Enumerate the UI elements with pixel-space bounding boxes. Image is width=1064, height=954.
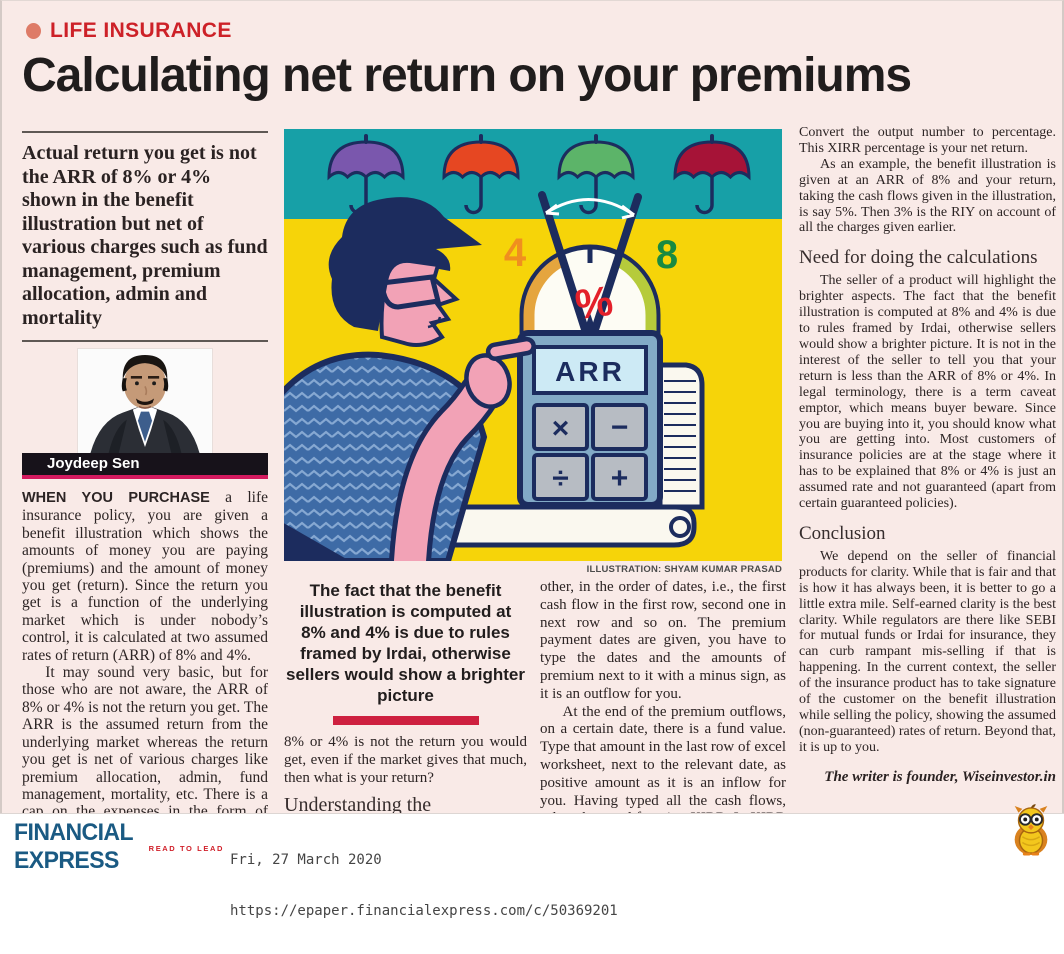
pull-quote: The fact that the benefit illustration i… [286, 581, 525, 705]
man-pointing [284, 197, 536, 561]
minus-key [591, 403, 648, 451]
middle-column-a: The fact that the benefit illustration i… [284, 579, 527, 813]
epaper-footer-bar: FINANCIAL EXPRESS READ TO LEAD Fri, 27 M… [0, 804, 1064, 919]
rule-bottom [22, 340, 268, 342]
paragraph: WHEN YOU PURCHASE a life insurance polic… [22, 489, 268, 664]
gauge-low-label: 4 [504, 231, 527, 275]
author-name-bar: Joydeep Sen [22, 453, 268, 479]
subhead-need-for-calculations: Need for doing the calculations [799, 247, 1038, 269]
paragraph: We depend on the seller of financial pro… [799, 548, 1056, 755]
paragraph: The seller of a product will highlight t… [799, 273, 1056, 512]
paper-scroll-bottom [425, 504, 697, 548]
gauge-high-label: 8 [656, 233, 678, 277]
middle-section: 4 8 % ARR [284, 129, 786, 813]
illustration-panel: 4 8 % ARR [284, 129, 782, 561]
brand-tagline: READ TO LEAD [148, 844, 224, 853]
paragraph: other, in the order of dates, i.e., the … [540, 579, 786, 702]
paragraph: It may sound very basic, but for those w… [22, 664, 268, 813]
financial-express-logo: FINANCIAL EXPRESS READ TO LEAD [14, 819, 224, 875]
calculator-display [532, 345, 648, 395]
plus-key [591, 453, 648, 501]
owl-mascot-icon [1014, 804, 1048, 856]
newspaper-page: LIFE INSURANCE Calculating net return on… [0, 0, 1064, 813]
paragraph-text: a life insurance policy, you are given a… [22, 489, 268, 664]
divide-key [532, 453, 589, 501]
bullet-dot-icon [26, 23, 41, 39]
article-headline: Calculating net return on your premiums [22, 49, 912, 102]
paragraph: 8% or 4% is not the return you would get… [284, 734, 527, 786]
multiply-glyph: × [552, 412, 570, 445]
paragraph: At the end of the premium outflows, on a… [540, 703, 786, 813]
lead-in: WHEN YOU PURCHASE [22, 490, 210, 506]
calculator: ARR × − ÷ + [517, 330, 663, 508]
pointing-finger [485, 336, 536, 361]
right-column: Convert the output number to percentage.… [799, 125, 1056, 815]
percent-symbol: % [572, 277, 616, 329]
left-column: Actual return you get is not the ARR of … [22, 131, 268, 813]
percentage-gauge: 4 8 % [504, 191, 678, 358]
arr-display-label: ARR [555, 356, 625, 387]
author-photo [78, 349, 212, 453]
multiply-key [532, 403, 589, 451]
clipping-url: https://epaper.financialexpress.com/c/50… [230, 903, 618, 919]
author-portrait-illustration [78, 349, 212, 453]
middle-column-b: other, in the order of dates, i.e., the … [540, 579, 786, 813]
quote-divider-bar [332, 716, 479, 725]
insurance-illustration: 4 8 % ARR [284, 129, 782, 561]
paragraph: As an example, the benefit illustration … [799, 156, 1056, 236]
minus-glyph: − [611, 411, 629, 444]
section-kicker: LIFE INSURANCE [26, 19, 232, 43]
section-label: LIFE INSURANCE [50, 19, 232, 42]
left-column-body: WHEN YOU PURCHASE a life insurance polic… [22, 489, 268, 813]
standfirst: Actual return you get is not the ARR of … [22, 142, 268, 329]
clipping-meta: Fri, 27 March 2020 https://epaper.financ… [230, 818, 618, 954]
rule-top [22, 131, 268, 133]
writer-byline: The writer is founder, Wiseinvestor.in [824, 768, 1056, 785]
paragraph: Convert the output number to percentage.… [799, 125, 1056, 156]
subhead-understanding: Understanding the calculations [284, 794, 432, 813]
divide-glyph: ÷ [552, 462, 568, 495]
epaper-clipping: LIFE INSURANCE Calculating net return on… [0, 0, 1064, 919]
subhead-conclusion: Conclusion [799, 522, 886, 544]
illustration-credit: ILLUSTRATION: SHYAM KUMAR PRASAD [586, 564, 782, 575]
plus-glyph: + [611, 462, 629, 495]
